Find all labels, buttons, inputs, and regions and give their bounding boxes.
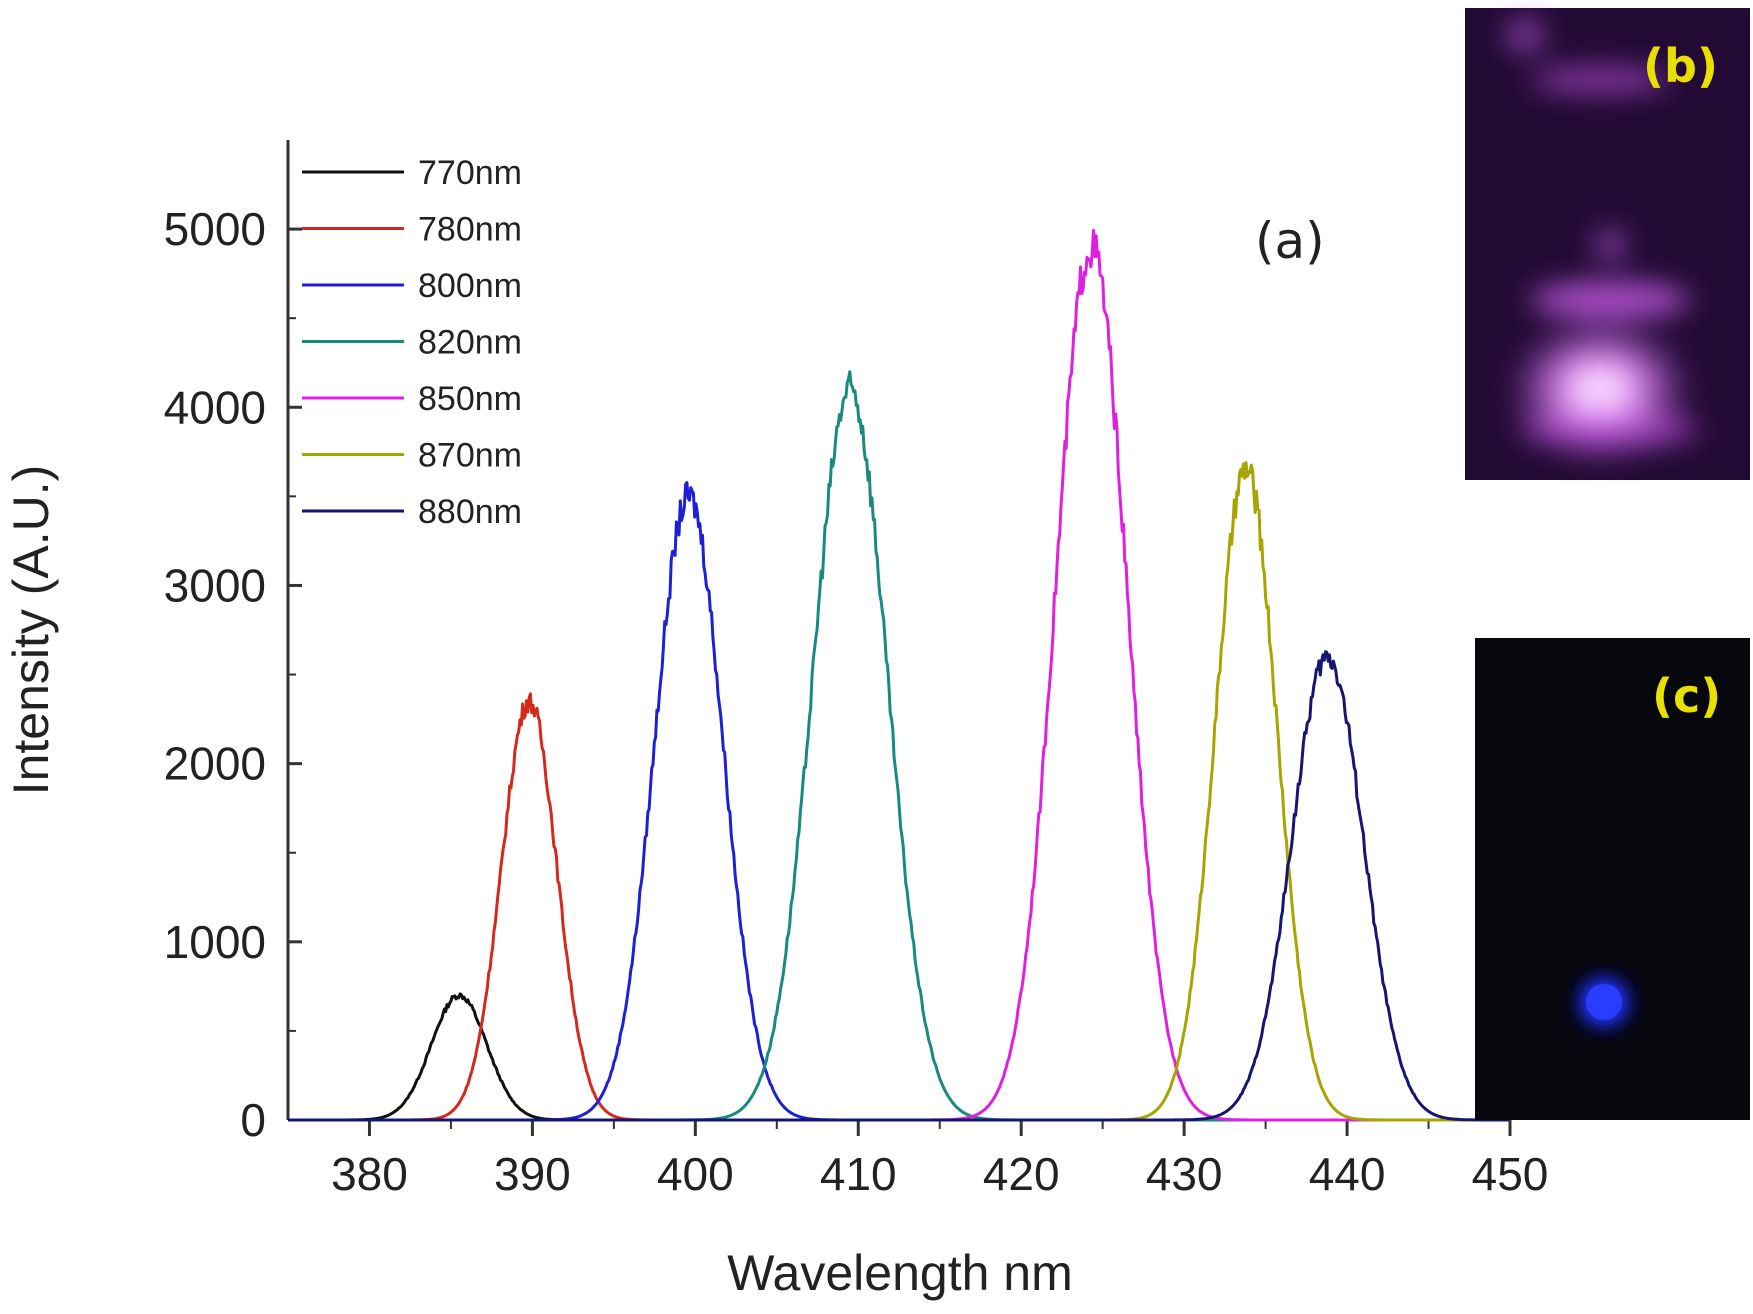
x-tick-label: 380 <box>331 1148 408 1200</box>
series-line-780nm <box>287 692 1510 1122</box>
inset-b: (b) <box>1465 8 1750 480</box>
y-tick-label: 2000 <box>164 738 266 790</box>
y-tick-label: 4000 <box>164 381 266 433</box>
inset-c-background <box>1475 638 1750 1120</box>
legend-label: 880nm <box>418 493 522 531</box>
legend-label: 780nm <box>418 211 522 249</box>
y-tick-label: 5000 <box>164 203 266 255</box>
legend-label: 800nm <box>418 267 522 305</box>
y-axis-title: Intensity (A.U.) <box>3 465 59 796</box>
legend: 770nm 780nm 800nm 820nm 850nm 870nm 880nm <box>302 154 522 531</box>
inset-b-label: (b) <box>1643 39 1718 93</box>
inset-c-label: (c) <box>1652 669 1721 723</box>
legend-label: 850nm <box>418 380 522 418</box>
legend-label: 870nm <box>418 437 522 475</box>
y-tick-label: 0 <box>240 1094 266 1146</box>
x-tick-label: 400 <box>657 1148 734 1200</box>
inset-b-glow <box>1499 11 1700 465</box>
panel-label-a: (a) <box>1255 212 1325 270</box>
y-ticks: 0 1000 2000 3000 4000 5000 <box>164 203 302 1146</box>
series-line-770nm <box>287 992 1510 1122</box>
series-line-850nm <box>287 229 1510 1122</box>
x-tick-label: 390 <box>494 1148 571 1200</box>
series-lines <box>287 229 1510 1122</box>
x-tick-label: 440 <box>1309 1148 1386 1200</box>
y-tick-label: 1000 <box>164 916 266 968</box>
legend-label: 820nm <box>418 324 522 362</box>
x-tick-label: 420 <box>983 1148 1060 1200</box>
x-axis-title: Wavelength nm <box>727 1245 1073 1301</box>
inset-c: (c) <box>1475 638 1750 1120</box>
legend-label: 770nm <box>418 154 522 192</box>
series-line-880nm <box>287 650 1510 1122</box>
y-tick-label: 3000 <box>164 559 266 611</box>
x-ticks: 380 390 400 410 420 430 440 450 <box>331 1120 1548 1200</box>
x-tick-label: 430 <box>1146 1148 1223 1200</box>
x-tick-label: 410 <box>820 1148 897 1200</box>
x-tick-label: 450 <box>1472 1148 1549 1200</box>
inset-c-spot-core <box>1586 984 1622 1020</box>
